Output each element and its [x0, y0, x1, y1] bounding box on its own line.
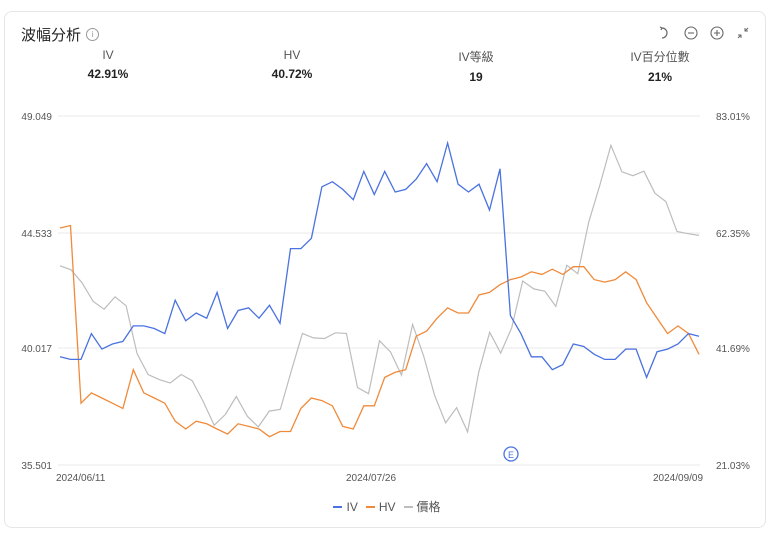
gridlines	[58, 115, 700, 466]
zoom-in-icon[interactable]	[709, 25, 725, 41]
y-tick-left: 44.533	[21, 229, 52, 240]
x-tick: 2024/09/09	[653, 473, 703, 484]
chart-toolbar	[657, 25, 751, 41]
stat-label: IV等級	[458, 50, 494, 64]
x-tick: 2024/07/26	[346, 473, 396, 484]
stat-label: HV	[283, 48, 301, 62]
stat-value: 21%	[647, 70, 673, 84]
reset-icon[interactable]	[657, 25, 673, 41]
y-tick-right: 21.03%	[716, 461, 750, 472]
hv-line[interactable]	[59, 224, 700, 438]
legend-swatch	[403, 505, 413, 508]
legend-item-hv[interactable]: HV	[365, 498, 396, 515]
legend-label: 價格	[416, 500, 441, 514]
legend-swatch	[365, 505, 375, 508]
y-tick-right: 41.69%	[716, 344, 750, 355]
volatility-analysis-card: 波幅分析 i	[4, 11, 766, 528]
y-tick-right: 62.35%	[716, 229, 750, 240]
y-axis-left: 49.049 44.533 40.017 35.501	[21, 112, 52, 472]
line-chart[interactable]: 49.049 44.533 40.017 35.501 83.01% 62.35…	[0, 0, 774, 500]
stat-value: 40.72%	[271, 67, 313, 81]
y-tick-left: 40.017	[21, 344, 52, 355]
iv-line[interactable]	[59, 140, 700, 380]
legend-label: IV	[346, 499, 358, 514]
earnings-marker[interactable]: E	[503, 446, 519, 462]
y-tick-left: 49.049	[21, 112, 52, 123]
card-title: 波幅分析 i	[21, 24, 100, 45]
y-tick-right: 83.01%	[716, 112, 750, 123]
stat-iv-rank: IV等級 19	[406, 48, 546, 84]
stat-value: 19	[469, 70, 483, 84]
info-icon[interactable]: i	[86, 28, 100, 41]
zoom-out-icon[interactable]	[683, 25, 699, 41]
stat-hv: HV 40.72%	[222, 48, 362, 81]
stat-iv: IV 42.91%	[38, 48, 178, 81]
legend-label: HV	[378, 499, 396, 514]
collapse-icon[interactable]	[735, 25, 751, 41]
price-line[interactable]	[59, 143, 700, 434]
legend-item-price[interactable]: 價格	[403, 498, 441, 515]
chart-legend: IV HV 價格	[0, 498, 774, 515]
legend-swatch	[333, 505, 343, 508]
legend-item-iv[interactable]: IV	[333, 498, 358, 515]
stat-label: IV	[102, 48, 114, 62]
stat-value: 42.91%	[87, 67, 129, 81]
y-tick-left: 35.501	[21, 461, 52, 472]
earnings-marker-label: E	[508, 450, 514, 460]
card-title-text: 波幅分析	[21, 27, 82, 44]
stat-iv-percentile: IV百分位數 21%	[590, 48, 730, 84]
stat-label: IV百分位數	[630, 50, 690, 64]
x-axis: 2024/06/11 2024/07/26 2024/09/09	[56, 473, 703, 484]
y-axis-right: 83.01% 62.35% 41.69% 21.03%	[716, 112, 750, 472]
x-tick: 2024/06/11	[56, 473, 106, 484]
